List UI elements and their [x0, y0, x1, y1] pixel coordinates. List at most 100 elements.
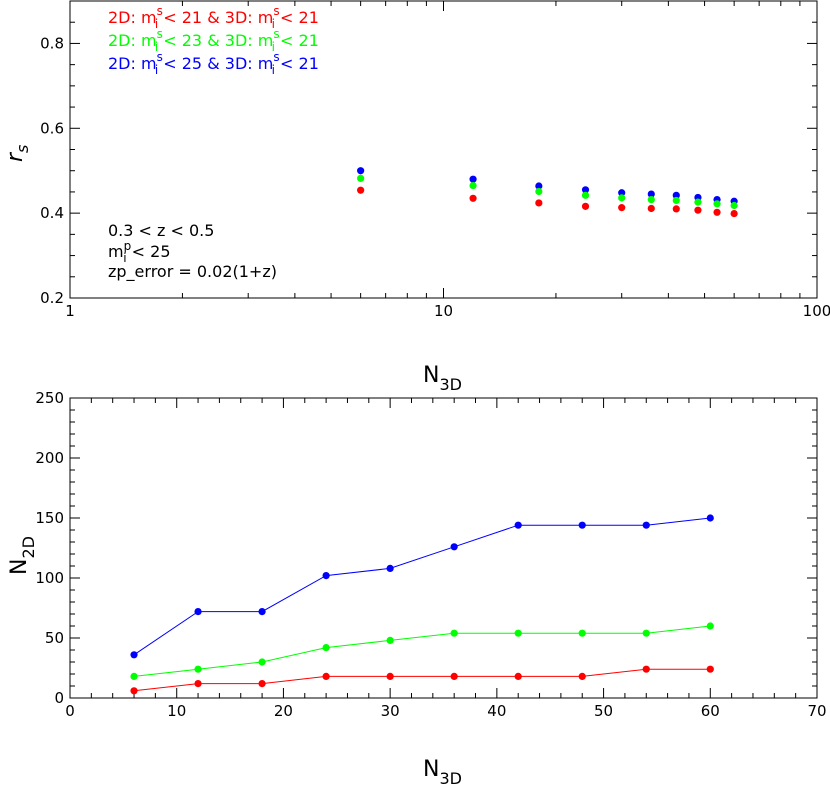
rs-point-red: [694, 206, 702, 214]
legend-text-part: s: [157, 4, 163, 18]
rs-point-blue: [535, 182, 543, 190]
n2d-point-red: [194, 680, 202, 688]
rs-xtick-label: 100: [803, 302, 830, 320]
rs-x-axis-title-sub: 3D: [439, 375, 462, 394]
rs-point-red: [469, 194, 477, 202]
rs-point-green: [730, 201, 738, 210]
legend-text-part: i: [155, 17, 158, 31]
legend-text-part: i: [272, 17, 275, 31]
n2d-point-red: [130, 687, 138, 695]
n2d-x-axis-title: N3D: [423, 757, 462, 788]
n2d-ytick-label: 50: [45, 629, 64, 647]
n2d-y-axis-title-base: N: [7, 559, 32, 575]
rs-tick-label-group: 1 10 100 0.2 0.4 0.6 0.8: [40, 34, 830, 320]
rs-point-green: [647, 195, 655, 204]
n2d-xtick-label: 40: [487, 702, 506, 720]
n2d-point-red: [578, 672, 586, 681]
n2d-ytick-label: 250: [35, 389, 64, 407]
n2d-line-red: [133, 668, 711, 692]
n2d-point-blue: [578, 521, 586, 529]
rs-ytick-label: 0.8: [40, 34, 64, 52]
rs-point-red: [581, 202, 590, 210]
n2d-point-blue: [514, 521, 522, 529]
n2d-xtick-label: 0: [65, 702, 75, 720]
n2d-lines-group: [133, 517, 711, 692]
n2d-xtick-label: 60: [701, 702, 720, 720]
note-redshift-range: 0.3 < z < 0.5: [108, 221, 214, 240]
rs-ytick-label: 0.4: [40, 204, 64, 222]
rs-point-green: [469, 181, 477, 190]
rs-xtick-label: 10: [434, 302, 453, 320]
n2d-xtick-label: 70: [807, 702, 826, 720]
n2d-point-blue: [642, 521, 650, 529]
legend-text-part: 2D: m: [108, 31, 157, 50]
rs-point-blue: [357, 167, 365, 175]
legend-text-part: s: [273, 50, 279, 64]
rs-notes: 0.3 < z < 0.5 mp i < 25 zp_error = 0.02(1…: [108, 221, 277, 282]
n2d-x-axis-title-base: N: [423, 757, 439, 782]
n2d-point-red: [706, 665, 714, 673]
rs-point-red: [672, 205, 680, 213]
legend-text-part: < 21: [275, 31, 319, 50]
legend-text-part: < 21: [275, 54, 319, 73]
n2d-point-green: [642, 629, 650, 637]
legend-text-part: 2D: m: [108, 8, 157, 27]
rs-point-red: [618, 204, 626, 212]
n2d-line-green: [133, 625, 711, 677]
rs-x-axis-title-base: N: [423, 363, 439, 388]
legend-text-part: < 21: [275, 8, 319, 27]
rs-point-green: [535, 187, 543, 196]
rs-point-red: [713, 208, 721, 216]
n2d-y-axis-title: N2D: [7, 536, 38, 575]
n2d-xtick-label: 30: [381, 702, 400, 720]
legend-entry-blue: 2D: ms i < 25 & 3D: ms i < 21: [108, 50, 319, 77]
rs-point-green: [713, 200, 721, 208]
rs-y-axis-title-base: r: [3, 151, 28, 162]
n2d-tick-group: [69, 397, 818, 699]
legend-text-part: i: [272, 63, 275, 77]
n2d-point-green: [578, 629, 586, 637]
n2d-point-red: [386, 672, 394, 681]
rs-tick-group: [69, 1, 818, 299]
note-magnitude-cut: mp i < 25: [108, 239, 171, 265]
rs-xtick-label: 1: [65, 302, 75, 320]
rs-point-red: [535, 199, 543, 207]
rs-point-red: [730, 209, 738, 218]
n2d-ytick-label: 100: [35, 569, 64, 587]
note-magnitude-base: m: [108, 242, 124, 261]
note-zp-error: zp_error = 0.02(1+z): [108, 262, 277, 282]
n2d-point-green: [386, 636, 394, 645]
note-magnitude-sup: p: [124, 239, 132, 253]
legend-text-part: s: [157, 50, 163, 64]
n2d-point-red: [322, 672, 330, 681]
legend-text-part: s: [273, 4, 279, 18]
n2d-point-red: [642, 665, 650, 673]
rs-x-axis-title: N3D: [423, 363, 462, 394]
n2d-point-blue: [322, 572, 330, 580]
n2d-ytick-label: 200: [35, 449, 64, 467]
n2d-xtick-label: 50: [594, 702, 613, 720]
rs-point-green: [357, 174, 365, 182]
n2d-y-axis-title-sub: 2D: [19, 536, 38, 559]
n2d-point-blue: [386, 564, 394, 573]
rs-point-red: [357, 186, 365, 194]
rs-point-blue: [581, 186, 590, 194]
n2d-point-green: [194, 665, 202, 673]
n2d-point-green: [514, 629, 522, 637]
n2d-xtick-label: 10: [167, 702, 186, 720]
n2d-point-blue: [130, 651, 138, 659]
legend-text-part: s: [157, 27, 163, 41]
legend-text-part: i: [155, 63, 158, 77]
legend-entry-green: 2D: ms i < 23 & 3D: ms i < 21: [108, 27, 319, 54]
rs-legend: 2D: ms i < 21 & 3D: ms i < 21 2D: ms i < 23…: [108, 4, 319, 77]
rs-point-green: [672, 196, 680, 205]
rs-point-red: [647, 204, 655, 213]
rs-points-group: [357, 167, 738, 218]
rs-y-axis-title: rs: [3, 145, 32, 162]
rs-ytick-label: 0.2: [40, 289, 64, 307]
n2d-point-green: [706, 622, 714, 630]
n2d-x-axis-title-sub: 3D: [439, 769, 462, 788]
note-magnitude-rest: < 25: [127, 242, 171, 261]
